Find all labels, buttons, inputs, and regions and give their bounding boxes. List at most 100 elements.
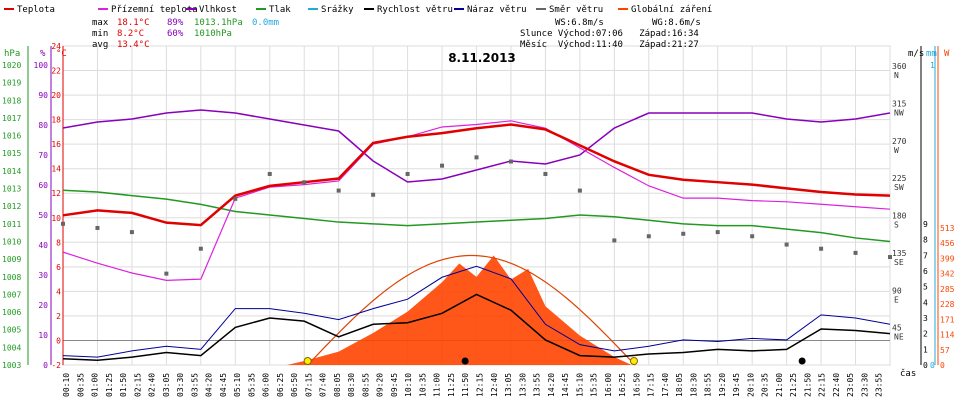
stat-min-hum: 60% [167,29,184,39]
tick-hpa: 1012 [2,202,21,211]
tick-x: 02:15 [133,373,142,397]
tick-x: 10:35 [418,373,427,397]
series-prizemni-teplota [62,120,891,281]
tick-x: 20:10 [746,373,755,397]
tick-x: 14:20 [547,373,556,397]
tick-x: 16:25 [618,373,627,397]
stat-max-label: max [92,18,109,28]
tick-w: 399 [940,254,955,263]
tick-hpa: 1005 [2,326,21,335]
tick-degc: 22 [51,67,61,76]
tick-x: 21:00 [775,373,784,397]
tick-x: 03:30 [176,373,185,397]
dir-point [612,238,617,243]
tick-x: 08:05 [333,373,342,397]
tick-dir-name: SW [894,183,904,192]
stat-max-press: 1013.1hPa [194,18,243,28]
axis-label-ms: m/s [908,49,924,59]
tick-dir-deg: 180 [892,212,907,221]
dir-point [233,196,238,201]
tick-x: 11:00 [433,373,442,397]
dir-point [405,171,410,176]
tick-ms: 9 [923,220,928,229]
tick-degc: 12 [51,189,61,198]
tick-dir-deg: 45 [892,324,902,333]
tick-mm: 1 [930,61,935,70]
tick-x: 21:25 [789,373,798,397]
tick-ms: 1 [923,345,928,354]
tick-degc: 20 [51,91,61,100]
dir-point [267,171,272,176]
axis-label-hpa: hPa [4,49,20,59]
dir-point [888,255,892,260]
tick-dir-deg: 315 [892,99,907,108]
tick-degc: 8 [56,238,61,247]
tick-x: 01:00 [91,373,100,397]
tick-hpa: 1018 [2,96,21,105]
legend: Teplota Přízemní teplota Vlhkost Tlak Srážky… [4,5,712,15]
tick-hpa: 1019 [2,79,21,88]
tick-x: 08:30 [347,373,356,397]
stats-block: max 18.1°C 89% 1013.1hPa 0.0mm min 8.2°C… [92,18,701,50]
dir-point [508,159,513,164]
stat-moon: Měsíc Východ:11:40 Západ:21:27 [520,40,699,50]
stat-wg: WG:8.6m/s [652,18,701,28]
tick-dir-deg: 360 [892,62,907,71]
series-naraz-vetru [62,265,891,358]
tick-hpa: 1010 [2,237,21,246]
tick-ms: 0 [923,361,928,370]
tick-degc: 24 [51,42,61,51]
tick-pct: 50 [38,211,48,220]
tick-dir-name: SE [894,258,904,267]
tick-x: 23:55 [875,373,884,397]
tick-ms: 4 [923,298,928,307]
tick-degc: 10 [51,214,61,223]
tick-x: 15:35 [590,373,599,397]
legend-entry: Vlhkost [199,5,237,15]
tick-w: 456 [940,239,955,248]
tick-x: 13:55 [533,373,542,397]
tick-hpa: 1007 [2,290,21,299]
tick-x: 00:10 [62,373,71,397]
dir-point [61,221,65,226]
tick-degc: 0 [56,336,61,345]
tick-dir-deg: 135 [892,249,907,258]
tick-pct: 40 [38,241,48,250]
axis-label-degc: °C [56,49,67,59]
dir-point [577,188,582,193]
series-vlhkost [62,109,891,183]
tick-x: 12:15 [476,373,485,397]
stat-ws: WS:6.8m/s [555,18,604,28]
tick-hpa: 1013 [2,185,21,194]
x-axis-label: čas [900,368,916,379]
tick-x: 16:00 [604,373,613,397]
axis-label-mm: mm [926,49,937,59]
tick-hpa: 1015 [2,149,21,158]
stat-min-press: 1010hPa [194,29,232,39]
stat-max-temp: 18.1°C [117,18,150,28]
tick-hpa: 1004 [2,343,21,352]
tick-w: 114 [940,331,955,340]
tick-x: 12:40 [490,373,499,397]
tick-pct: 60 [38,181,48,190]
tick-ms: 3 [923,314,928,323]
tick-dir-name: S [894,221,899,230]
stat-sun: Slunce Východ:07:06 Západ:16:34 [520,29,699,39]
dir-point [440,163,445,168]
tick-x: 06:50 [290,373,299,397]
tick-x: 06:25 [276,373,285,397]
marks [61,109,892,366]
sun-marker [629,357,638,365]
tick-mm: 0 [930,361,935,370]
tick-pct: 90 [38,91,48,100]
stat-min-label: min [92,29,108,39]
series-tlak [62,189,891,243]
tick-x: 22:40 [832,373,841,397]
tick-dir-deg: 90 [892,286,902,295]
series-globalni-zareni [286,255,632,365]
tick-x: 07:15 [304,373,313,397]
tick-x: 14:45 [561,373,570,397]
tick-x: 17:40 [661,373,670,397]
tick-x: 22:15 [818,373,827,397]
